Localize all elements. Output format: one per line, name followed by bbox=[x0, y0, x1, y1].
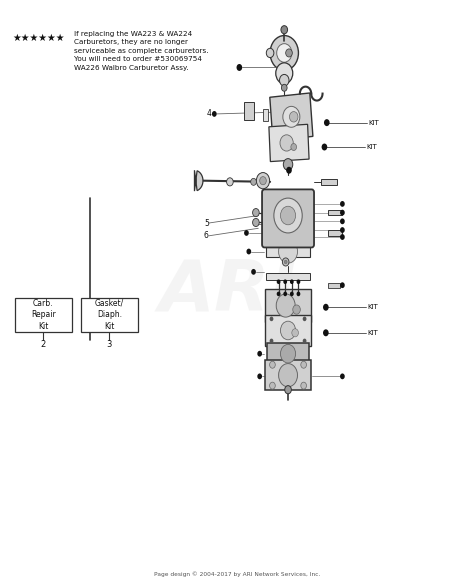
Circle shape bbox=[284, 260, 287, 264]
Polygon shape bbox=[265, 273, 310, 280]
Circle shape bbox=[281, 26, 288, 34]
Text: 3: 3 bbox=[107, 340, 112, 349]
Circle shape bbox=[244, 230, 249, 236]
Text: 4: 4 bbox=[206, 109, 211, 118]
Polygon shape bbox=[270, 93, 313, 141]
Circle shape bbox=[340, 227, 345, 233]
Circle shape bbox=[283, 107, 300, 127]
Circle shape bbox=[290, 292, 294, 296]
Text: KIT: KIT bbox=[366, 144, 377, 150]
FancyBboxPatch shape bbox=[262, 189, 314, 247]
Text: KIT: KIT bbox=[367, 330, 378, 336]
Circle shape bbox=[270, 361, 275, 368]
Circle shape bbox=[323, 329, 328, 336]
Circle shape bbox=[251, 269, 256, 275]
Circle shape bbox=[297, 279, 301, 284]
Circle shape bbox=[286, 49, 292, 57]
Circle shape bbox=[340, 201, 345, 207]
Circle shape bbox=[227, 178, 233, 186]
Circle shape bbox=[274, 198, 302, 233]
Polygon shape bbox=[328, 210, 342, 215]
Text: Page design © 2004-2017 by ARI Network Services, Inc.: Page design © 2004-2017 by ARI Network S… bbox=[154, 571, 320, 577]
Text: 6: 6 bbox=[204, 231, 209, 240]
Circle shape bbox=[301, 361, 307, 368]
Text: Gasket/
Diaph.
Kit: Gasket/ Diaph. Kit bbox=[95, 299, 124, 331]
Circle shape bbox=[253, 218, 259, 226]
Circle shape bbox=[270, 382, 275, 389]
Text: KIT: KIT bbox=[367, 304, 378, 310]
Circle shape bbox=[277, 279, 281, 284]
Polygon shape bbox=[263, 109, 268, 122]
Circle shape bbox=[324, 119, 329, 126]
Circle shape bbox=[270, 36, 299, 70]
Circle shape bbox=[281, 345, 296, 363]
Polygon shape bbox=[265, 314, 311, 346]
Text: Carb.
Repair
Kit: Carb. Repair Kit bbox=[31, 299, 55, 331]
Circle shape bbox=[270, 317, 273, 321]
Circle shape bbox=[277, 292, 281, 296]
Circle shape bbox=[280, 135, 293, 151]
Text: ARI: ARI bbox=[158, 257, 297, 325]
Circle shape bbox=[253, 208, 259, 217]
Polygon shape bbox=[328, 230, 342, 236]
Polygon shape bbox=[194, 170, 203, 191]
Circle shape bbox=[283, 292, 287, 296]
Circle shape bbox=[283, 279, 287, 284]
Polygon shape bbox=[321, 179, 337, 184]
Circle shape bbox=[283, 159, 293, 170]
Circle shape bbox=[340, 218, 345, 224]
Circle shape bbox=[323, 304, 328, 311]
Circle shape bbox=[281, 206, 296, 225]
Circle shape bbox=[270, 339, 273, 343]
Text: ★★★★★★: ★★★★★★ bbox=[12, 33, 65, 42]
Circle shape bbox=[260, 176, 266, 184]
Circle shape bbox=[340, 374, 345, 379]
Circle shape bbox=[281, 321, 296, 340]
Circle shape bbox=[286, 167, 292, 173]
Circle shape bbox=[280, 74, 289, 86]
Circle shape bbox=[276, 63, 293, 84]
Circle shape bbox=[291, 144, 297, 151]
Circle shape bbox=[285, 386, 292, 394]
Polygon shape bbox=[265, 289, 311, 322]
Circle shape bbox=[246, 249, 251, 254]
Circle shape bbox=[212, 111, 217, 117]
Polygon shape bbox=[265, 246, 310, 257]
Text: 5: 5 bbox=[204, 219, 209, 228]
Polygon shape bbox=[267, 343, 310, 365]
Circle shape bbox=[290, 279, 294, 284]
Circle shape bbox=[257, 351, 262, 357]
Circle shape bbox=[277, 44, 292, 62]
Polygon shape bbox=[269, 125, 309, 162]
Circle shape bbox=[293, 305, 301, 314]
Circle shape bbox=[279, 364, 298, 387]
Circle shape bbox=[276, 294, 295, 317]
Polygon shape bbox=[244, 102, 254, 120]
Circle shape bbox=[340, 210, 345, 215]
Circle shape bbox=[257, 374, 262, 379]
Circle shape bbox=[321, 144, 327, 151]
Circle shape bbox=[301, 382, 307, 389]
Circle shape bbox=[290, 112, 298, 122]
Polygon shape bbox=[265, 360, 311, 391]
Text: KIT: KIT bbox=[368, 120, 379, 126]
Circle shape bbox=[340, 282, 345, 288]
FancyBboxPatch shape bbox=[81, 298, 138, 332]
Circle shape bbox=[303, 317, 307, 321]
Circle shape bbox=[283, 258, 289, 266]
Circle shape bbox=[266, 48, 274, 58]
Circle shape bbox=[303, 339, 307, 343]
Circle shape bbox=[297, 292, 301, 296]
Polygon shape bbox=[328, 283, 340, 288]
Circle shape bbox=[340, 234, 345, 240]
Text: 2: 2 bbox=[41, 340, 46, 349]
Circle shape bbox=[292, 329, 299, 337]
Circle shape bbox=[256, 172, 270, 189]
Circle shape bbox=[282, 84, 287, 91]
Circle shape bbox=[279, 240, 298, 263]
FancyBboxPatch shape bbox=[15, 298, 72, 332]
Circle shape bbox=[251, 178, 256, 185]
Circle shape bbox=[237, 64, 242, 71]
Text: If replacing the WA223 & WA224
Carburetors, they are no longer
serviceable as co: If replacing the WA223 & WA224 Carbureto… bbox=[74, 31, 209, 71]
